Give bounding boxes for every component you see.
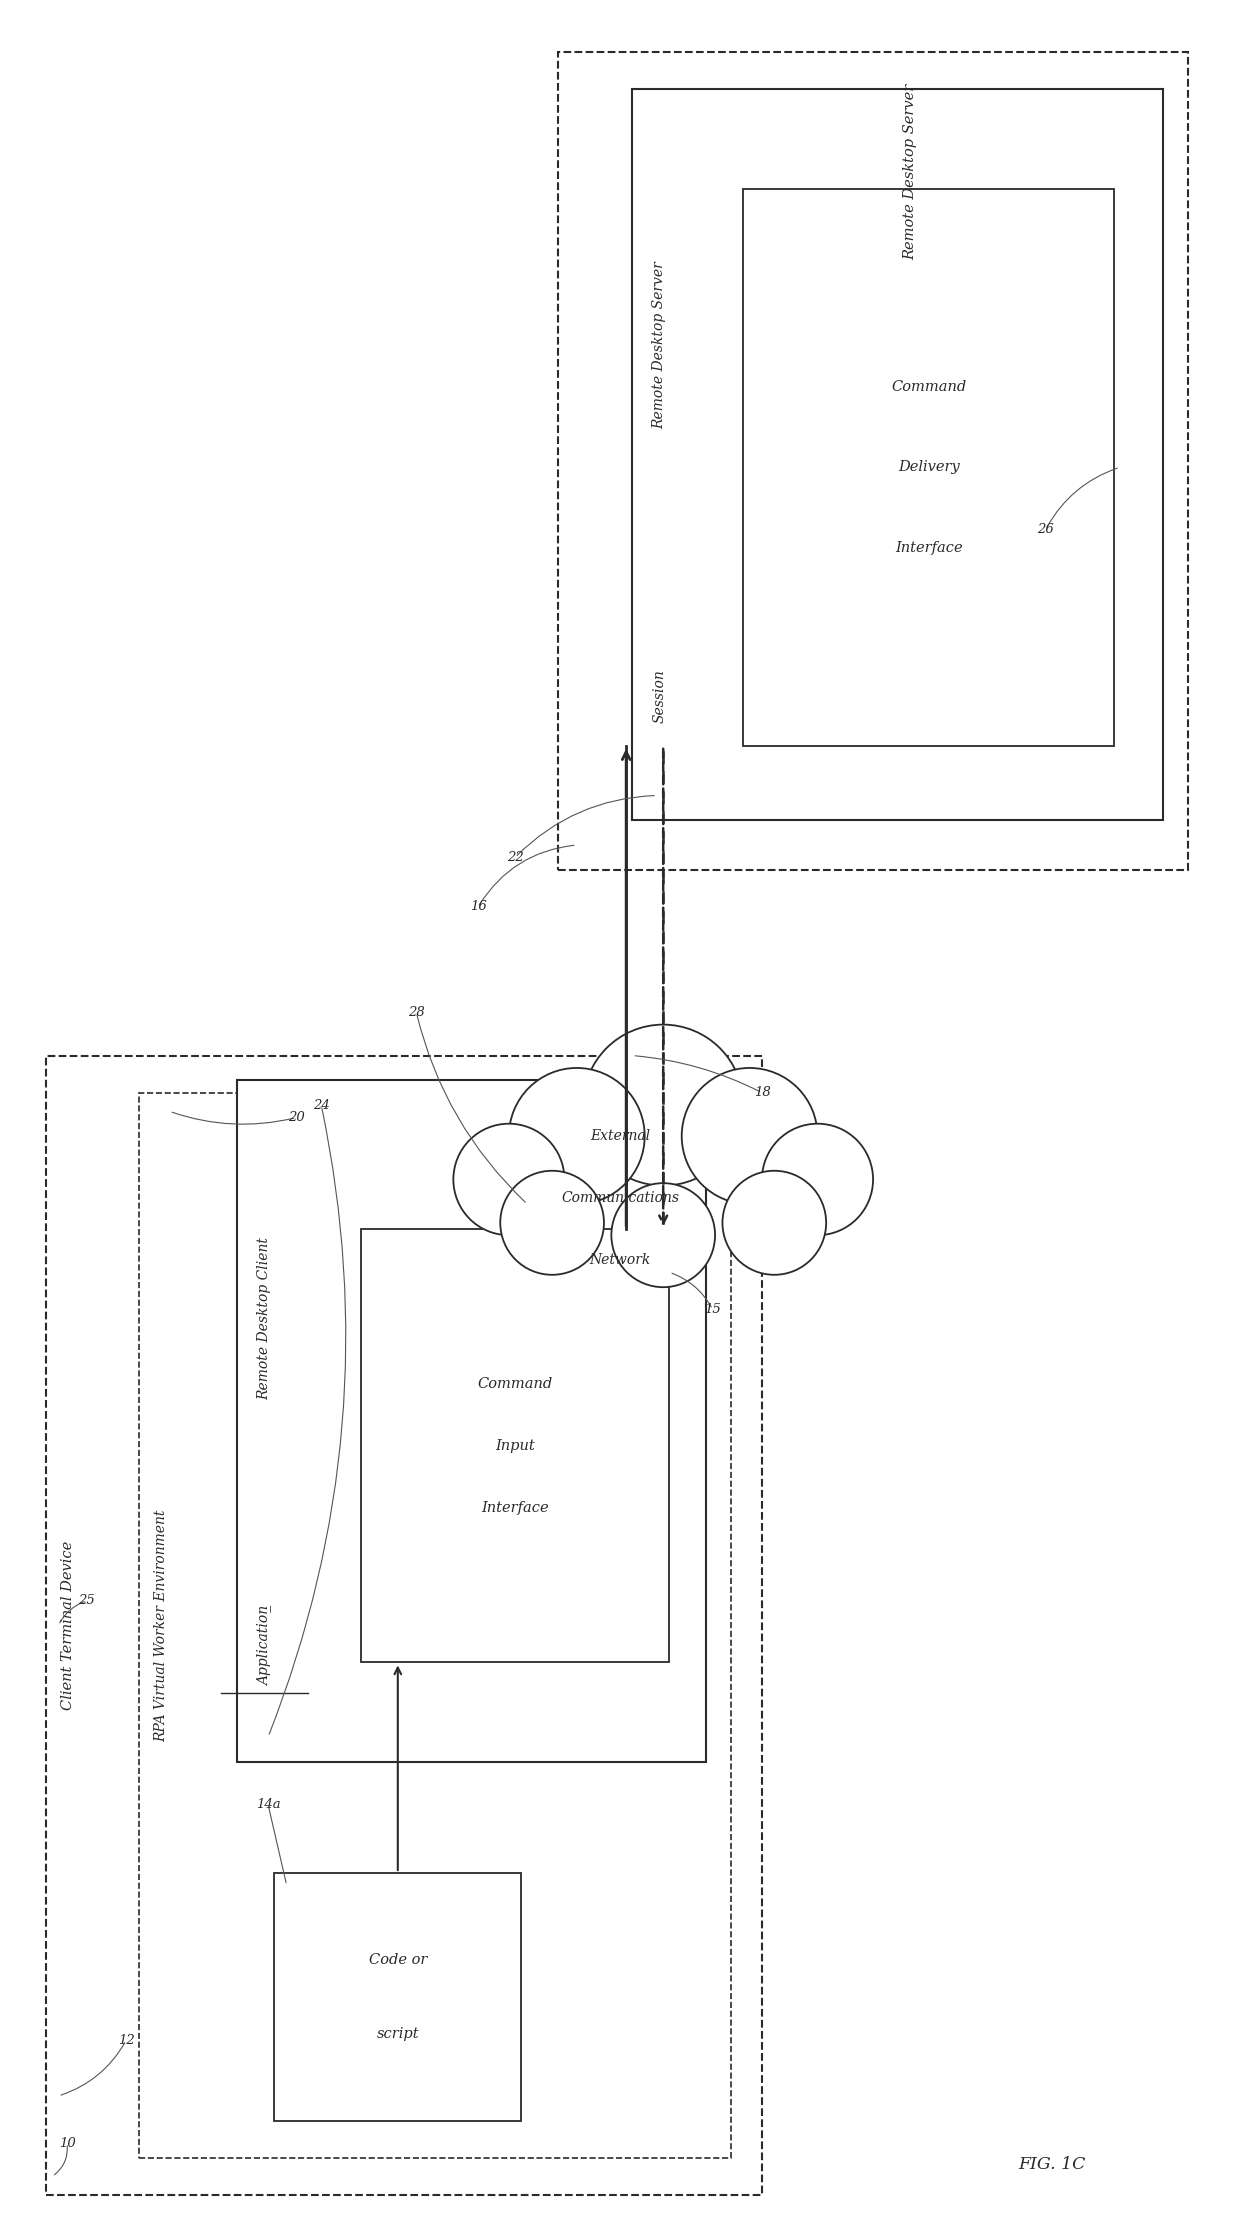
Bar: [237, 1080, 707, 1761]
Circle shape: [500, 1171, 604, 1274]
Circle shape: [611, 1182, 715, 1287]
Text: Command: Command: [477, 1377, 553, 1390]
Circle shape: [508, 1068, 645, 1205]
Text: Command: Command: [892, 380, 966, 393]
Text: Input: Input: [495, 1439, 534, 1453]
Circle shape: [583, 1024, 744, 1185]
Text: Remote Desktop Client: Remote Desktop Client: [258, 1238, 272, 1401]
Text: 14a: 14a: [255, 1799, 280, 1810]
Text: Application̲: Application̲: [257, 1605, 272, 1685]
Bar: [274, 1873, 521, 2121]
Text: Remote Desktop Server: Remote Desktop Server: [903, 83, 918, 259]
Bar: [558, 51, 1188, 869]
Text: 28: 28: [408, 1006, 424, 1019]
Text: External: External: [590, 1129, 650, 1142]
Circle shape: [761, 1124, 873, 1236]
Text: RPA Virtual Worker Environment: RPA Virtual Worker Environment: [154, 1509, 167, 1741]
Text: 25: 25: [78, 1594, 95, 1607]
Text: Interface: Interface: [481, 1500, 549, 1515]
Text: 12: 12: [118, 2034, 135, 2047]
Text: Remote Desktop Server: Remote Desktop Server: [652, 261, 667, 429]
Bar: [46, 1055, 761, 2195]
Text: Interface: Interface: [895, 541, 962, 554]
Text: Communications: Communications: [560, 1191, 680, 1205]
Text: FIG. 1C: FIG. 1C: [1018, 2155, 1086, 2172]
Bar: [744, 188, 1114, 746]
Circle shape: [682, 1068, 817, 1205]
Circle shape: [723, 1171, 826, 1274]
Text: Delivery: Delivery: [898, 460, 960, 474]
Text: script: script: [377, 2027, 419, 2041]
Text: Session: Session: [652, 668, 667, 722]
Text: Network: Network: [589, 1254, 651, 1267]
Circle shape: [454, 1124, 564, 1236]
Bar: [632, 89, 1163, 820]
Text: 10: 10: [58, 2137, 76, 2150]
Text: Client Terminal Device: Client Terminal Device: [61, 1540, 76, 1710]
Bar: [139, 1093, 732, 2159]
Text: 20: 20: [288, 1111, 305, 1124]
Text: 24: 24: [312, 1100, 330, 1111]
Text: 15: 15: [704, 1303, 720, 1316]
Bar: [361, 1229, 670, 1663]
Text: Code or: Code or: [368, 1953, 427, 1967]
Text: 26: 26: [1038, 523, 1054, 536]
Text: 22: 22: [507, 852, 523, 865]
Text: 16: 16: [470, 901, 486, 914]
Text: 18: 18: [754, 1086, 770, 1100]
